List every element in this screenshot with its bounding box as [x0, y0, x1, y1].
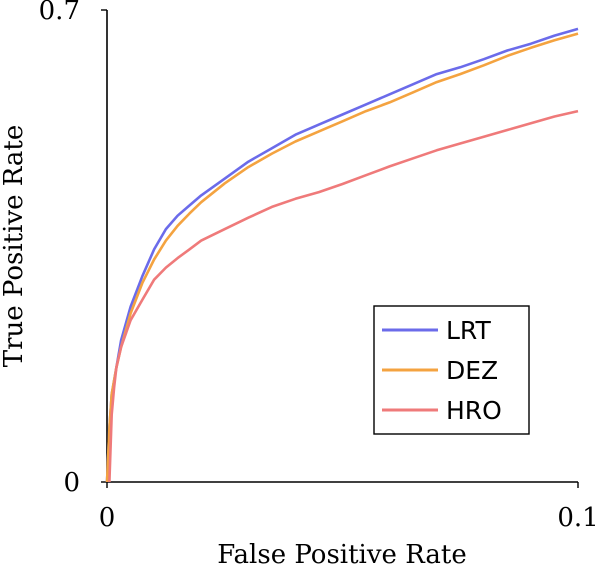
- x-tick-label-left: 0: [99, 503, 116, 533]
- x-axis-title: False Positive Rate: [217, 540, 466, 570]
- y-tick-label-bottom: 0: [63, 468, 80, 498]
- legend-label-lrt: LRT: [446, 316, 491, 345]
- series-group: [105, 27, 579, 483]
- legend-label-hro: HRO: [446, 396, 502, 425]
- series-line-lrt: [105, 27, 579, 483]
- legend-label-dez: DEZ: [446, 356, 498, 385]
- series-line-hro: [108, 109, 579, 483]
- y-axis-title: True Positive Rate: [0, 125, 29, 368]
- y-tick-label-top: 0.7: [39, 0, 80, 26]
- x-tick-label-right: 0.1: [557, 503, 596, 533]
- legend: LRT DEZ HRO: [373, 305, 530, 435]
